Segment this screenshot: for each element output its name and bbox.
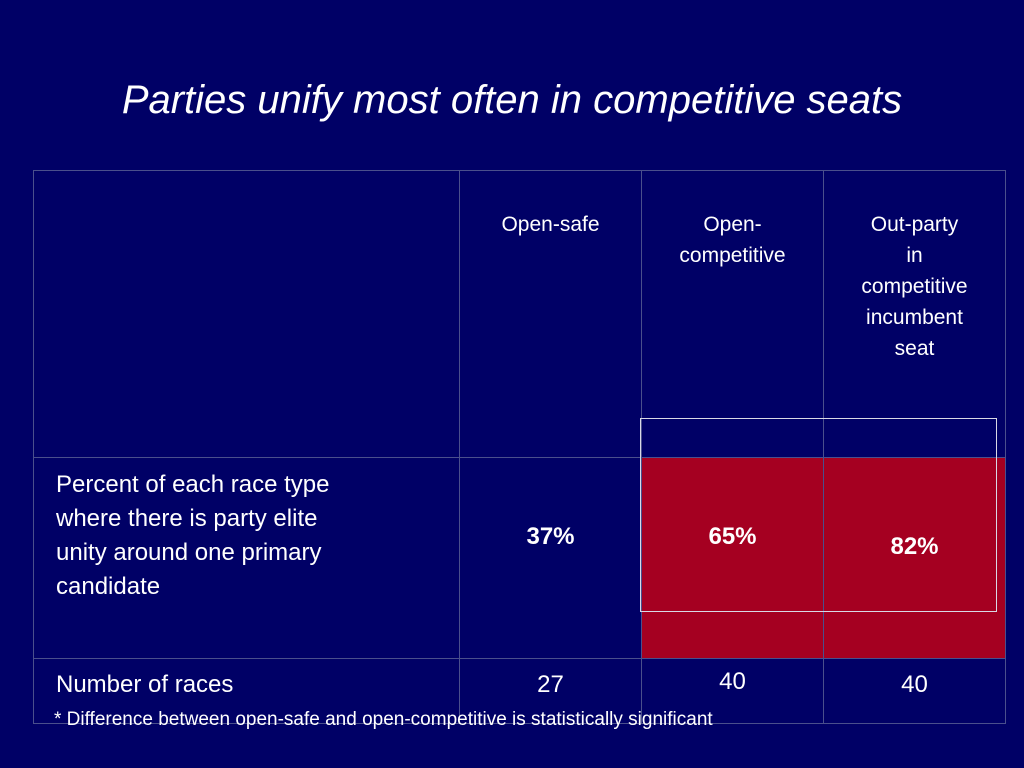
percent-out-party-cell: 82%: [823, 457, 1006, 659]
footnote: * Difference between open-safe and open-…: [54, 709, 713, 730]
slide-title: Parties unify most often in competitive …: [121, 78, 903, 122]
column-header-line: competitive: [679, 244, 786, 267]
table-row: Number of races 27 40 40: [33, 658, 1006, 724]
column-header-line: seat: [894, 337, 935, 360]
count-open-competitive-cell: 40: [641, 658, 824, 724]
column-header-line: Open-: [703, 213, 762, 236]
row-label-number-of-races: Number of races: [33, 658, 460, 724]
column-header-open-safe: Open-safe: [459, 170, 642, 458]
percent-open-safe-cell: 37%: [459, 457, 642, 659]
count-open-safe-cell: 27: [459, 658, 642, 724]
column-header-open-competitive: Open- competitive: [641, 170, 824, 458]
percent-value: 65%: [708, 523, 757, 550]
table-row: Percent of each race type where there is…: [33, 457, 1006, 659]
column-header-line: in: [906, 244, 923, 267]
percent-open-competitive-cell: 65%: [641, 457, 824, 659]
results-table: Open-safe Open- competitive Out-party in…: [33, 170, 1006, 724]
row-label-percent-unity: Percent of each race type where there is…: [33, 457, 460, 659]
count-out-party-cell: 40: [823, 658, 1006, 724]
row-label-line: candidate: [56, 573, 161, 600]
row-label-line: unity around one primary: [56, 539, 322, 566]
column-header-out-party: Out-party in competitive incumbent seat: [823, 170, 1006, 458]
percent-value: 82%: [890, 533, 939, 560]
row-label-line: where there is party elite: [56, 505, 318, 532]
column-header-line: competitive: [861, 275, 968, 298]
percent-value: 37%: [526, 523, 575, 550]
column-header-line: Open-safe: [501, 213, 600, 236]
empty-corner-cell: [33, 170, 460, 458]
column-header-line: incumbent: [866, 306, 963, 329]
row-label-line: Percent of each race type: [56, 471, 330, 498]
header-row: Open-safe Open- competitive Out-party in…: [33, 170, 1006, 458]
column-header-line: Out-party: [870, 213, 959, 236]
